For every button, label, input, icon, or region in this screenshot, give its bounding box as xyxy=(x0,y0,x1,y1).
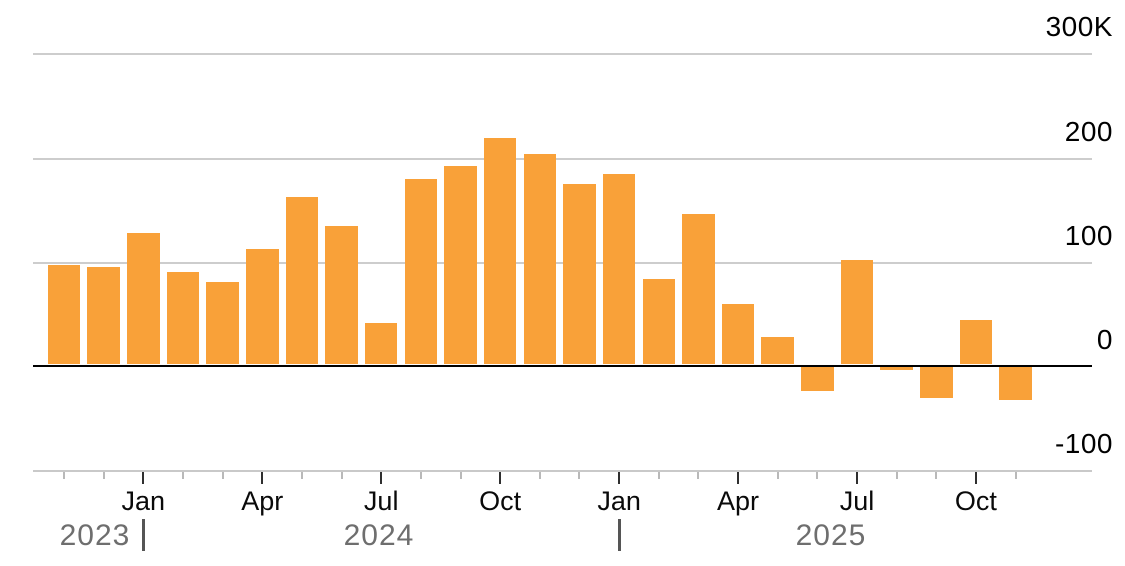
bar-aug-2025 xyxy=(880,367,913,371)
minor-tick-sep-2024 xyxy=(459,472,462,479)
year-divider-1 xyxy=(141,519,145,551)
year-label-2023: 2023 xyxy=(59,519,131,552)
x-axis-month-label: Jul xyxy=(839,486,875,516)
bar-aug-2024 xyxy=(404,179,438,365)
x-axis-month-label: Oct xyxy=(479,486,522,516)
y-axis-label-300K: 300K xyxy=(1045,11,1113,43)
major-tick-jan-2025 xyxy=(618,472,621,484)
minor-tick-dec-2023 xyxy=(102,472,105,479)
x-axis-month-label: Apr xyxy=(717,486,760,516)
bar-may-2025 xyxy=(761,336,794,365)
minor-tick-feb-2025 xyxy=(657,472,660,479)
bar-jan-2024 xyxy=(127,232,160,365)
major-tick-oct-2024 xyxy=(499,472,502,484)
bar-jun-2025 xyxy=(801,367,834,391)
major-tick-jul-2025 xyxy=(856,472,858,484)
minor-tick-mar-2025 xyxy=(697,472,700,479)
year-divider-2 xyxy=(617,519,621,551)
minor-tick-aug-2025 xyxy=(895,472,898,479)
minor-tick-dec-2024 xyxy=(578,472,581,479)
gridline-200 xyxy=(33,157,1092,160)
minor-tick-mar-2024 xyxy=(221,472,224,479)
bar-jan-2025 xyxy=(602,174,636,365)
major-tick-oct-2025 xyxy=(974,472,977,484)
x-axis-month-label: Oct xyxy=(954,486,997,516)
bar-apr-2024 xyxy=(246,249,279,365)
major-tick-apr-2025 xyxy=(737,472,740,484)
minor-tick-aug-2024 xyxy=(419,472,422,479)
minor-tick-may-2025 xyxy=(776,472,779,479)
major-tick-apr-2024 xyxy=(261,472,264,484)
major-tick-jan-2024 xyxy=(142,472,145,484)
bar-may-2024 xyxy=(285,197,319,365)
bar-sep-2024 xyxy=(444,165,477,365)
bar-oct-2024 xyxy=(483,137,517,365)
bar-dec-2023 xyxy=(87,266,120,365)
x-axis-month-label: Jan xyxy=(597,486,641,516)
zero-baseline xyxy=(33,364,1092,367)
minor-tick-nov-2023 xyxy=(63,472,65,479)
year-label-2024: 2024 xyxy=(343,519,415,552)
gridline-300K xyxy=(33,53,1092,56)
y-axis-label-100: 100 xyxy=(1064,219,1113,251)
gridline-100 xyxy=(33,261,1092,264)
minor-tick-nov-2024 xyxy=(538,472,541,479)
x-axis-month-label: Jan xyxy=(121,486,166,516)
bar-nov-2024 xyxy=(523,154,557,365)
bar-feb-2024 xyxy=(166,272,200,365)
y-axis-label--100: -100 xyxy=(1054,428,1113,460)
minor-tick-nov-2025 xyxy=(1014,472,1017,479)
x-axis-line xyxy=(33,470,1092,472)
x-axis-month-label: Jul xyxy=(363,486,399,516)
bar-jun-2024 xyxy=(325,226,358,365)
y-axis-label-200: 200 xyxy=(1064,115,1113,147)
bar-apr-2025 xyxy=(721,304,755,365)
bar-dec-2024 xyxy=(563,183,596,365)
bar-mar-2025 xyxy=(682,213,715,365)
bar-sep-2025 xyxy=(920,367,953,399)
y-axis-label-0: 0 xyxy=(1096,324,1113,355)
bar-nov-2023 xyxy=(47,264,81,365)
bar-jul-2025 xyxy=(840,259,874,365)
bar-feb-2025 xyxy=(642,279,675,365)
minor-tick-jun-2025 xyxy=(816,472,819,479)
bar-nov-2025 xyxy=(999,367,1032,401)
x-axis-month-label: Apr xyxy=(241,486,284,516)
bar-mar-2024 xyxy=(206,281,239,365)
minor-tick-may-2024 xyxy=(300,472,303,479)
bar-jul-2024 xyxy=(364,323,398,365)
bar-oct-2025 xyxy=(959,320,993,365)
minor-tick-feb-2024 xyxy=(181,472,184,479)
year-label-2025: 2025 xyxy=(795,519,867,552)
minor-tick-sep-2025 xyxy=(935,472,938,479)
major-tick-jul-2024 xyxy=(380,472,383,484)
minor-tick-jun-2024 xyxy=(340,472,343,479)
